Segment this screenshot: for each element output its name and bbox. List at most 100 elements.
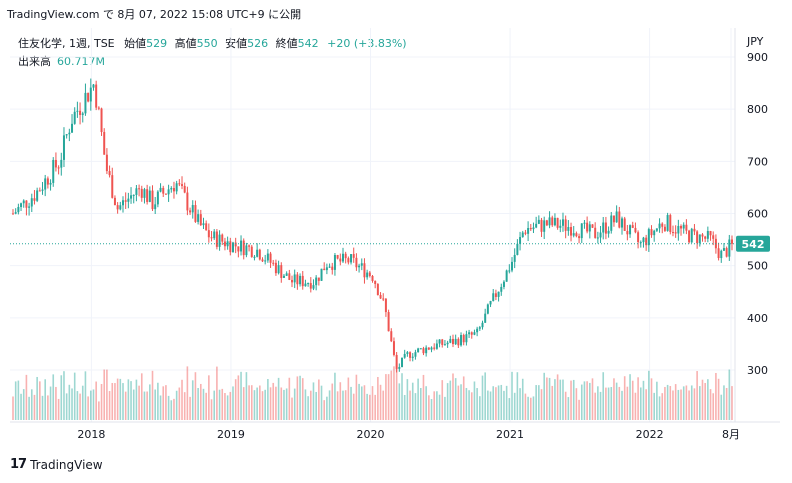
volume-bar xyxy=(720,394,723,420)
volume-bar xyxy=(315,391,317,420)
candle-body xyxy=(419,348,422,350)
candle-body xyxy=(631,225,634,228)
candle-body xyxy=(124,200,127,202)
last-price-badge-bg xyxy=(736,235,770,252)
candle-body xyxy=(266,253,269,261)
candle-body xyxy=(352,254,355,258)
candle-body xyxy=(344,253,347,259)
candle-body xyxy=(524,232,527,234)
volume-bar xyxy=(84,371,87,420)
price-tick-label: 800 xyxy=(747,103,768,116)
candle-body xyxy=(548,217,551,226)
candle-body xyxy=(25,200,28,208)
candle-body xyxy=(384,298,387,313)
candle-body xyxy=(71,123,74,133)
candle-body xyxy=(505,270,508,282)
candle-body xyxy=(497,291,500,297)
candle-body xyxy=(301,275,304,287)
candle-body xyxy=(213,231,216,239)
candle-body xyxy=(588,224,591,232)
price-tick-label: 900 xyxy=(747,51,768,64)
volume-bar xyxy=(519,388,521,420)
candle-body xyxy=(529,228,532,230)
candle-body xyxy=(650,229,653,236)
candle-body xyxy=(637,232,640,243)
candle-body xyxy=(382,298,385,300)
candle-body xyxy=(164,193,167,195)
candle-body xyxy=(215,231,218,247)
volume-bar xyxy=(178,387,181,420)
candle-body xyxy=(457,338,460,346)
candle-body xyxy=(245,245,248,256)
candle-body xyxy=(489,300,492,305)
candle-body xyxy=(36,190,39,201)
volume-bar xyxy=(197,387,199,420)
candle-body xyxy=(12,213,14,215)
candle-body xyxy=(430,347,433,350)
volume-bar xyxy=(216,366,218,420)
candle-body xyxy=(22,200,25,204)
candle-body xyxy=(390,331,393,342)
candle-body xyxy=(661,223,664,227)
volume-bar xyxy=(680,389,682,420)
volume-bar xyxy=(551,385,554,420)
volume-bar xyxy=(360,386,363,420)
candle-body xyxy=(532,227,535,230)
candle-body xyxy=(553,217,556,226)
volume-bar xyxy=(631,380,634,420)
volume-bar xyxy=(728,369,731,420)
volume-bar xyxy=(293,388,296,420)
volume-bar xyxy=(470,392,473,420)
volume-bar xyxy=(656,381,658,420)
candle-body xyxy=(116,205,119,210)
candle-body xyxy=(722,248,725,251)
candle-body xyxy=(317,277,320,281)
candle-body xyxy=(366,272,369,278)
candle-body xyxy=(76,110,79,112)
candle-body xyxy=(511,261,514,271)
candle-body xyxy=(666,215,669,231)
candle-body xyxy=(309,283,312,289)
volume-bar xyxy=(674,384,677,420)
candle-body xyxy=(398,366,401,369)
candle-body xyxy=(570,227,573,236)
volume-bar xyxy=(677,389,680,420)
candle-body xyxy=(368,272,371,276)
volume-bar xyxy=(366,393,368,420)
volume-bar xyxy=(546,377,548,420)
candle-body xyxy=(537,219,540,224)
candle-body xyxy=(409,352,412,358)
volume-bar xyxy=(320,385,323,420)
volume-bar xyxy=(146,391,148,420)
volume-bar xyxy=(559,379,562,420)
candle-body xyxy=(725,248,728,257)
candle-body xyxy=(221,234,224,242)
volume-bar xyxy=(484,372,486,420)
price-axis-labels: 300 400 500 600 700 800 900 xyxy=(747,51,768,377)
candle-body xyxy=(478,327,481,329)
candle-body xyxy=(706,231,709,239)
candle-body xyxy=(14,212,17,214)
candle-body xyxy=(130,195,133,199)
candle-body xyxy=(502,281,505,287)
volume-bar xyxy=(218,389,221,420)
candle-body xyxy=(470,332,473,335)
volume-bar xyxy=(374,394,376,420)
candle-body xyxy=(146,189,149,202)
volume-bar xyxy=(350,386,352,420)
candle-body xyxy=(97,107,100,109)
candle-body xyxy=(621,218,624,228)
candle-body xyxy=(465,334,468,343)
candle-body xyxy=(363,263,366,278)
volume-bar xyxy=(229,391,232,420)
candle-body xyxy=(304,283,307,287)
footer-brand[interactable]: 17 TradingView xyxy=(10,457,103,472)
price-tick-label: 300 xyxy=(747,364,768,377)
candle-body xyxy=(73,111,76,124)
volume-bar xyxy=(487,390,489,420)
volume-bar xyxy=(224,393,226,420)
volume-bar xyxy=(543,372,546,420)
candle-body xyxy=(264,260,267,262)
candle-body xyxy=(140,188,143,198)
